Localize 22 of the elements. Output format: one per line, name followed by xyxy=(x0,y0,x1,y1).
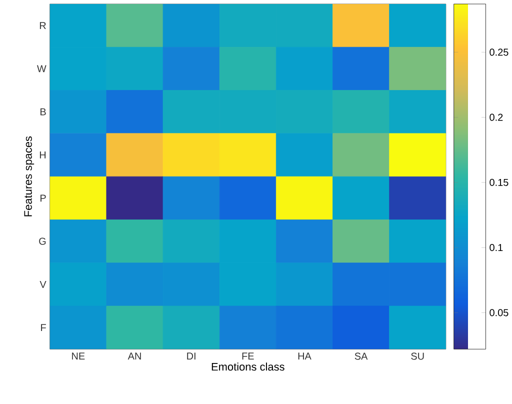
x-axis-title: Emotions class xyxy=(212,362,284,371)
color-bar-label: 0.2 xyxy=(490,114,503,121)
y-tick-label: V xyxy=(40,280,46,288)
x-tick-label: FE xyxy=(242,352,254,360)
y-tick-label: H xyxy=(40,152,46,158)
y-tick-label: F xyxy=(41,324,46,331)
color-bar-label: 0.1 xyxy=(490,244,503,252)
y-axis-title: Features spaces xyxy=(24,136,34,216)
color-bar-label: 0.05 xyxy=(490,309,508,316)
x-tick-label: SU xyxy=(411,352,424,360)
y-tick-label: W xyxy=(36,65,46,72)
y-tick-label: P xyxy=(40,194,46,202)
color-bar-label: 0.25 xyxy=(490,48,508,56)
y-tick-label: B xyxy=(40,108,46,116)
color-bar-label: 0.15 xyxy=(490,178,508,186)
x-tick-label: HA xyxy=(298,352,312,360)
x-tick-label: SA xyxy=(354,352,368,360)
x-tick-label: NE xyxy=(72,352,85,360)
x-tick-label: DI xyxy=(187,352,196,360)
y-tick-label: R xyxy=(40,22,46,29)
x-tick-label: AN xyxy=(128,352,141,360)
y-tick-label: G xyxy=(39,238,46,245)
